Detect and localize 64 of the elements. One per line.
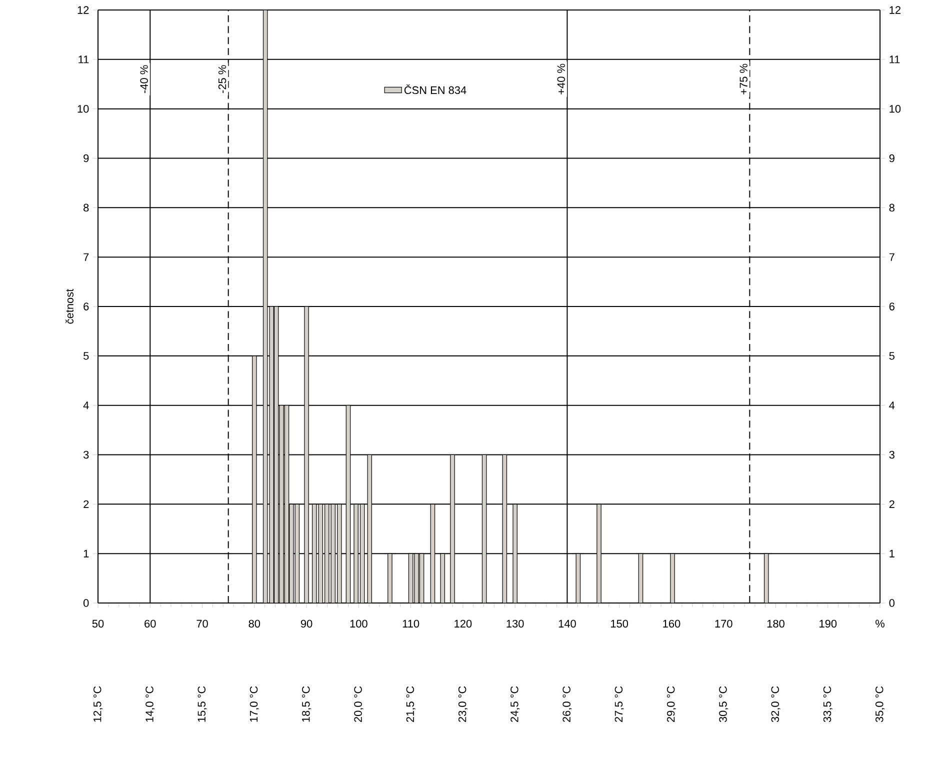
- x2-tick-label: 26,0 °C: [562, 686, 572, 722]
- x-tick-label: 90: [300, 620, 312, 628]
- x2-tick-label: 20,0 °C: [354, 686, 364, 722]
- x-tick-label: 190: [820, 620, 837, 628]
- annotation: -25 %: [218, 65, 226, 94]
- x-tick-label: 140: [558, 620, 576, 628]
- y-tick-label: 4: [83, 402, 89, 410]
- x2-tick-label: 35,0 °C: [875, 686, 885, 722]
- x2-tick-label: 30,5 °C: [719, 686, 728, 722]
- y-tick-label: 10: [78, 104, 89, 113]
- annotation: -40 %: [140, 65, 148, 94]
- y-axis-title: četnost: [65, 288, 74, 324]
- y-tick-label: 9: [84, 154, 89, 162]
- y2-tick-label: 0: [889, 599, 894, 607]
- y2-tick-label: 9: [889, 154, 894, 162]
- x-tick-label: 120: [454, 620, 472, 628]
- y2-tick-label: 12: [890, 6, 900, 14]
- y2-tick-label: 3: [889, 450, 894, 459]
- x-tick-label: %: [876, 620, 884, 628]
- y-tick-label: 7: [84, 253, 89, 261]
- y2-tick-label: 5: [889, 352, 894, 360]
- x-tick-label: 160: [663, 620, 680, 628]
- x2-tick-label: 23,0 °C: [458, 686, 468, 722]
- x2-tick-label: 29,0 °C: [666, 686, 676, 722]
- x-tick-label: 80: [248, 620, 260, 628]
- x-tick-label: 150: [611, 620, 628, 628]
- x-tick-label: 50: [92, 620, 104, 628]
- x-tick-label: 60: [144, 620, 156, 628]
- annotation: +40 %: [557, 64, 566, 94]
- y-tick-label: 0: [83, 599, 89, 607]
- y-tick-label: 2: [84, 500, 89, 508]
- x2-tick-label: 21,5 °C: [406, 686, 416, 722]
- y-tick-label: 11: [78, 56, 89, 64]
- y2-tick-label: 10: [890, 104, 901, 113]
- x2-tick-label: 12,5 °C: [93, 686, 103, 722]
- y-tick-label: 5: [84, 352, 89, 360]
- y2-tick-label: 6: [889, 302, 894, 310]
- y-tick-label: 12: [78, 6, 89, 14]
- x-tick-label: 170: [715, 620, 732, 628]
- y2-tick-label: 8: [889, 204, 894, 212]
- x2-tick-label: 14,0 °C: [146, 686, 155, 722]
- x2-tick-label: 24,5 °C: [510, 686, 520, 722]
- x2-tick-label: 15,5 °C: [198, 686, 207, 722]
- y2-tick-label: 1: [890, 550, 894, 558]
- x-tick-label: 110: [402, 620, 420, 628]
- y-tick-label: 1: [84, 550, 89, 558]
- x2-tick-label: 32,0 °C: [771, 686, 780, 722]
- y2-tick-label: 2: [889, 500, 894, 508]
- y-tick-label: 8: [84, 204, 89, 212]
- y-tick-label: 3: [83, 450, 89, 459]
- y2-tick-label: 11: [890, 56, 900, 64]
- annotation: +75 %: [740, 64, 748, 94]
- x2-tick-label: 27,5 °C: [614, 686, 624, 722]
- x-tick-label: 180: [767, 620, 784, 628]
- y2-tick-label: 4: [889, 402, 895, 410]
- x2-tick-label: 17,0 °C: [250, 686, 259, 722]
- x-tick-label: 130: [506, 620, 524, 628]
- x-tick-label: 100: [350, 620, 368, 628]
- x-tick-label: 70: [196, 620, 208, 628]
- y2-tick-label: 7: [889, 253, 894, 261]
- legend-label: ČSN EN 834: [404, 84, 466, 94]
- x2-tick-label: 18,5 °C: [302, 686, 312, 722]
- x2-tick-label: 33,5 °C: [823, 686, 832, 722]
- y-tick-label: 6: [84, 302, 89, 310]
